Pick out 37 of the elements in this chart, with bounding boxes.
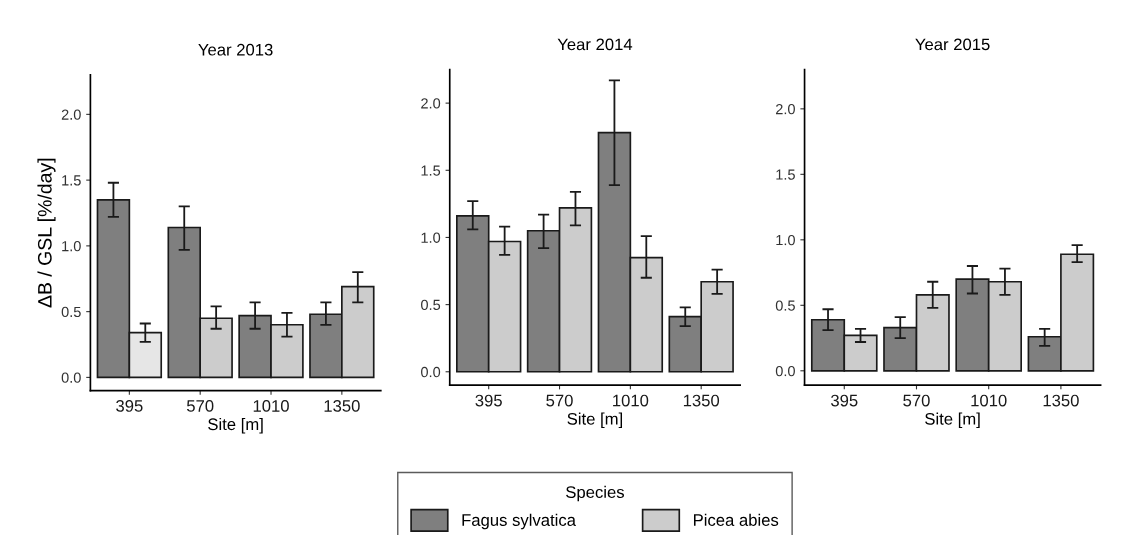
chart-title: Year 2015 <box>915 38 990 51</box>
x-tick-label: 1350 <box>1043 394 1079 407</box>
y-tick-label: 1.5 <box>421 165 441 176</box>
y-tick-label: 1.5 <box>776 169 795 180</box>
legend-label: Picea abies <box>693 513 779 526</box>
x-tick-label: 1350 <box>324 400 360 412</box>
y-tick-label: 0.5 <box>421 299 441 311</box>
y-tick-label: 1.5 <box>62 175 81 186</box>
x-tick-label: 1350 <box>683 394 720 407</box>
x-tick-label: 395 <box>831 394 858 407</box>
legend-label: Fagus sylvatica <box>462 513 576 530</box>
x-tick-label: 395 <box>475 394 502 407</box>
x-tick-label: 570 <box>186 400 214 412</box>
y-tick-label: 1.0 <box>776 234 795 246</box>
legend-title: Species <box>566 485 624 502</box>
x-tick-label: 395 <box>116 400 143 412</box>
y-tick-label: 0.5 <box>61 306 81 318</box>
x-tick-label: 1010 <box>613 394 649 407</box>
y-tick-label: 2.0 <box>61 109 81 120</box>
chart-title: Year 2013 <box>198 43 273 56</box>
x-tick-label: 1010 <box>971 394 1007 407</box>
x-tick-label: 570 <box>903 394 930 407</box>
chart-title: Year 2014 <box>557 38 633 51</box>
y-tick-label: 0.0 <box>775 365 795 377</box>
x-tick-label: 1010 <box>253 400 289 412</box>
x-axis-title: Site [m] <box>925 412 980 429</box>
x-tick-label: 570 <box>546 394 573 407</box>
y-tick-label: 1.0 <box>421 232 441 243</box>
y-tick-label: 0.0 <box>421 366 441 378</box>
y-tick-label: 2.0 <box>421 98 441 109</box>
y-axis-title: ΔB / GSL [%/day] <box>37 158 56 308</box>
y-tick-label: 0.0 <box>61 372 81 383</box>
x-axis-title: Site [m] <box>567 412 623 429</box>
x-axis-title: Site [m] <box>208 417 263 434</box>
y-tick-label: 0.5 <box>775 300 795 311</box>
y-tick-label: 1.0 <box>62 240 81 252</box>
y-tick-label: 2.0 <box>776 103 795 115</box>
